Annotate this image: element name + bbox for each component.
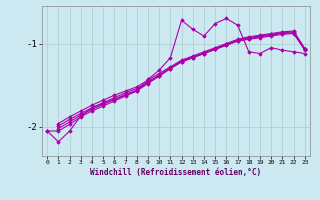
X-axis label: Windchill (Refroidissement éolien,°C): Windchill (Refroidissement éolien,°C) <box>91 168 261 177</box>
